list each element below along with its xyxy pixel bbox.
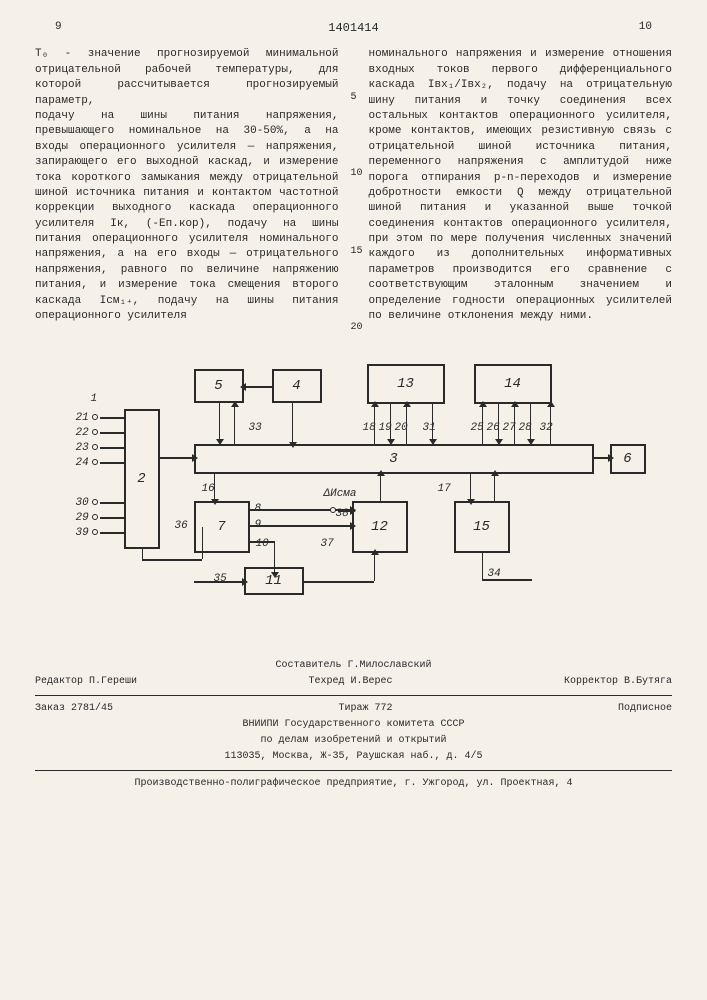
order-row: Заказ 2781/45 Тираж 772 Подписное: [35, 702, 672, 716]
editor-row: Редактор П.Гереши Техред И.Верес Коррект…: [35, 675, 672, 689]
block-4: 4: [272, 369, 322, 403]
terminal-39: [92, 529, 98, 535]
block-3: 3: [194, 444, 594, 474]
printer: Производственно-полиграфическое предприя…: [35, 777, 672, 791]
terminal-22: [92, 429, 98, 435]
terminal-29: [92, 514, 98, 520]
conn-label: 33: [249, 421, 262, 436]
block-diagram: 1 25413143671112152122232430293933181920…: [74, 349, 634, 629]
techred: Техред И.Верес: [308, 675, 392, 689]
doc-number: 1401414: [328, 21, 378, 35]
column-right: номинального напряжения и измерение отно…: [369, 47, 673, 324]
terminal-label: 30: [76, 496, 89, 511]
divider: [35, 770, 672, 771]
conn-label: 17: [438, 482, 451, 497]
doc-header: 9 1401414 10: [35, 20, 672, 37]
procedure-text-right: номинального напряжения и измерение отно…: [369, 47, 673, 324]
conn-label: 10: [256, 537, 269, 552]
terminal-label: 29: [76, 511, 89, 526]
editor: Редактор П.Гереши: [35, 675, 137, 689]
org-line-1: ВНИИПИ Государственного комитета СССР: [35, 718, 672, 732]
conn-label: ΔИсма: [324, 487, 357, 502]
terminal-23: [92, 444, 98, 450]
terminal-label: 21: [76, 411, 89, 426]
terminal-label: 22: [76, 426, 89, 441]
text-columns: Т₀ - значение прогнозируемой минимальной…: [35, 47, 672, 324]
param-definition: Т₀ - значение прогнозируемой минимальной…: [35, 47, 339, 109]
composer-line: Составитель Г.Милославский: [35, 659, 672, 673]
terminal-label-1: 1: [91, 392, 98, 407]
block-12: 12: [352, 501, 408, 553]
block-13: 13: [367, 364, 445, 404]
corrector: Корректор В.Бутяга: [564, 675, 672, 689]
terminal-30: [92, 499, 98, 505]
block-2: 2: [124, 409, 160, 549]
procedure-text-left: подачу на шины питания напряжения, превы…: [35, 109, 339, 324]
imprint-footer: Составитель Г.Милославский Редактор П.Ге…: [35, 659, 672, 791]
terminal-label: 39: [76, 526, 89, 541]
order: Заказ 2781/45: [35, 702, 113, 716]
terminal-24: [92, 459, 98, 465]
address: 113035, Москва, Ж-35, Раушская наб., д. …: [35, 750, 672, 764]
line-marker: 5: [351, 91, 357, 105]
line-marker: 10: [351, 167, 363, 181]
divider: [35, 695, 672, 696]
terminal-label: 24: [76, 456, 89, 471]
sign: Подписное: [618, 702, 672, 716]
page-number-right: 10: [639, 20, 652, 35]
page-number-left: 9: [55, 20, 62, 35]
conn-label: 37: [321, 537, 334, 552]
terminal-label: 23: [76, 441, 89, 456]
conn-label: 36: [175, 519, 188, 534]
conn-label: 35: [214, 572, 227, 587]
tirage: Тираж 772: [338, 702, 392, 716]
terminal-21: [92, 414, 98, 420]
conn-label: 31: [423, 421, 436, 436]
block-6: 6: [610, 444, 646, 474]
block-5: 5: [194, 369, 244, 403]
terminal-38: [330, 507, 336, 513]
block-15: 15: [454, 501, 510, 553]
line-marker: 20: [351, 321, 363, 335]
column-left: Т₀ - значение прогнозируемой минимальной…: [35, 47, 339, 324]
block-14: 14: [474, 364, 552, 404]
org-line-2: по делам изобретений и открытий: [35, 734, 672, 748]
line-marker: 15: [351, 245, 363, 259]
